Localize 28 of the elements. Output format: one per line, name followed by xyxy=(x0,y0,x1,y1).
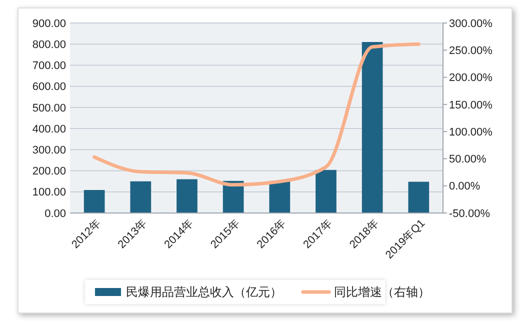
y2-tick-label: 150.00% xyxy=(449,99,493,112)
y2-tick-label: 100.00% xyxy=(449,126,493,138)
bar xyxy=(130,181,152,213)
y2-tick-label: 200.00% xyxy=(449,72,493,84)
y-tick-label: 300.00 xyxy=(32,144,66,157)
bar xyxy=(269,181,290,213)
legend-label: 同比增速（右轴） xyxy=(334,285,430,300)
y-tick-label: 400.00 xyxy=(32,123,66,136)
y2-tick-label: -50.00% xyxy=(449,208,490,220)
bar xyxy=(408,182,430,213)
bar xyxy=(84,190,105,213)
y2-tick-label: 50.00% xyxy=(449,154,487,166)
y-tick-label: 200.00 xyxy=(32,166,66,178)
bar xyxy=(362,42,383,213)
y-tick-label: 600.00 xyxy=(32,81,66,94)
y-tick-label: 800.00 xyxy=(32,38,66,51)
y2-tick-label: 250.00% xyxy=(449,44,493,57)
legend-label: 民爆用品营业总收入（亿元） xyxy=(126,285,282,300)
y-tick-label: 500.00 xyxy=(32,102,66,114)
y-tick-label: 700.00 xyxy=(32,60,66,72)
bar xyxy=(176,179,198,213)
y2-tick-label: 300.00% xyxy=(449,18,493,30)
bar xyxy=(316,170,336,213)
y-tick-label: 0.00 xyxy=(44,208,66,220)
y-tick-label: 900.00 xyxy=(32,18,66,30)
y2-tick-label: 0.00% xyxy=(449,180,480,193)
y-tick-label: 100.00 xyxy=(32,186,66,199)
line-series xyxy=(92,42,420,187)
